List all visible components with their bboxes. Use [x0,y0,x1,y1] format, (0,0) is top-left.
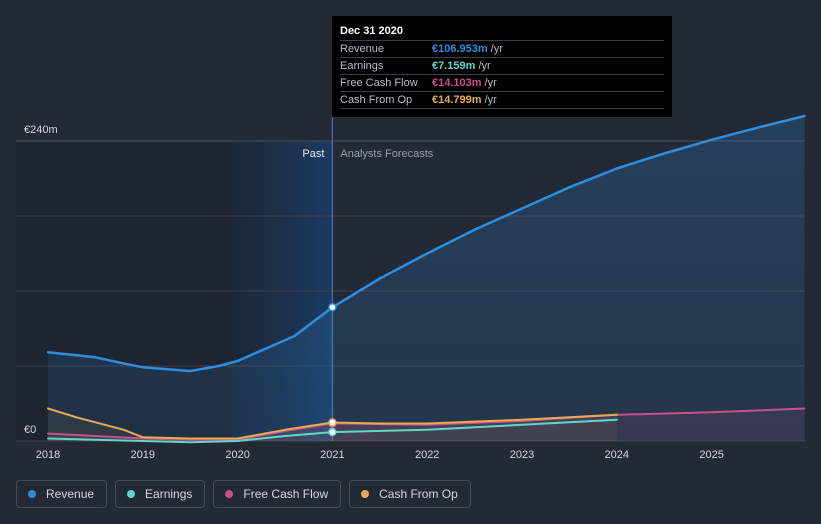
past-label: Past [302,148,324,160]
legend-dot-icon [28,490,36,498]
tooltip-label: Free Cash Flow [340,77,418,89]
tooltip-row: Earnings €7.159m/yr [340,57,664,74]
free-cash-flow-line [47,407,806,441]
forecast-label: Analysts Forecasts [340,148,433,160]
legend: Revenue Earnings Free Cash Flow Cash From O… [16,480,471,508]
revenue-area [48,116,805,441]
revenue-line [46,114,806,373]
cash-from-op-line [47,407,618,440]
tooltip-row: Revenue €106.953m/yr [340,40,664,57]
tooltip-label: Revenue [340,43,385,55]
legend-label: Earnings [145,487,193,501]
legend-item-revenue[interactable]: Revenue [16,480,108,508]
tooltip-label: Cash From Op [340,94,413,106]
x-tick-label: 2020 [225,449,249,461]
tooltip-value: €106.953m [432,43,488,55]
x-tick-label: 2024 [605,449,629,461]
legend-label: Revenue [46,487,95,501]
x-tick-label: 2021 [320,449,344,461]
legend-item-free-cash-flow[interactable]: Free Cash Flow [213,480,342,508]
tooltip-unit: /yr [490,43,503,55]
x-tick-label: 2019 [131,449,155,461]
tooltip-row: Cash From Op €14.799m/yr [340,91,664,109]
tooltip-date: Dec 31 2020 [340,25,403,37]
cash-from-op-marker [328,418,337,427]
x-tick-label: 2023 [510,449,534,461]
legend-dot-icon [225,490,234,498]
legend-dot-icon [127,490,136,498]
y-label-min: €0 [24,424,36,436]
legend-dot-icon [361,490,370,498]
tooltip-unit: /yr [484,77,497,89]
fcf-area [48,408,805,441]
tooltip-value: €14.799m [432,94,482,106]
tooltip-value: €14.103m [432,77,482,89]
tooltip-value: €7.159m [432,60,476,72]
earnings-marker [328,427,337,437]
earnings-line [47,418,618,444]
revenue-marker [328,303,337,312]
tooltip-row: Free Cash Flow €14.103m/yr [340,74,664,91]
tooltip: Dec 31 2020 Revenue €106.953m/yr Earnings €… [332,16,672,117]
tooltip-label: Earnings [340,60,384,72]
legend-item-cash-from-op[interactable]: Cash From Op [349,480,471,508]
y-label-max: €240m [24,124,58,136]
x-tick-label: 2018 [36,449,60,461]
x-tick-label: 2022 [415,449,439,461]
tooltip-unit: /yr [484,94,497,106]
x-tick-label: 2025 [699,449,723,461]
legend-label: Cash From Op [379,487,458,501]
tooltip-unit: /yr [478,60,491,72]
legend-label: Free Cash Flow [243,487,329,501]
legend-item-earnings[interactable]: Earnings [115,480,206,508]
